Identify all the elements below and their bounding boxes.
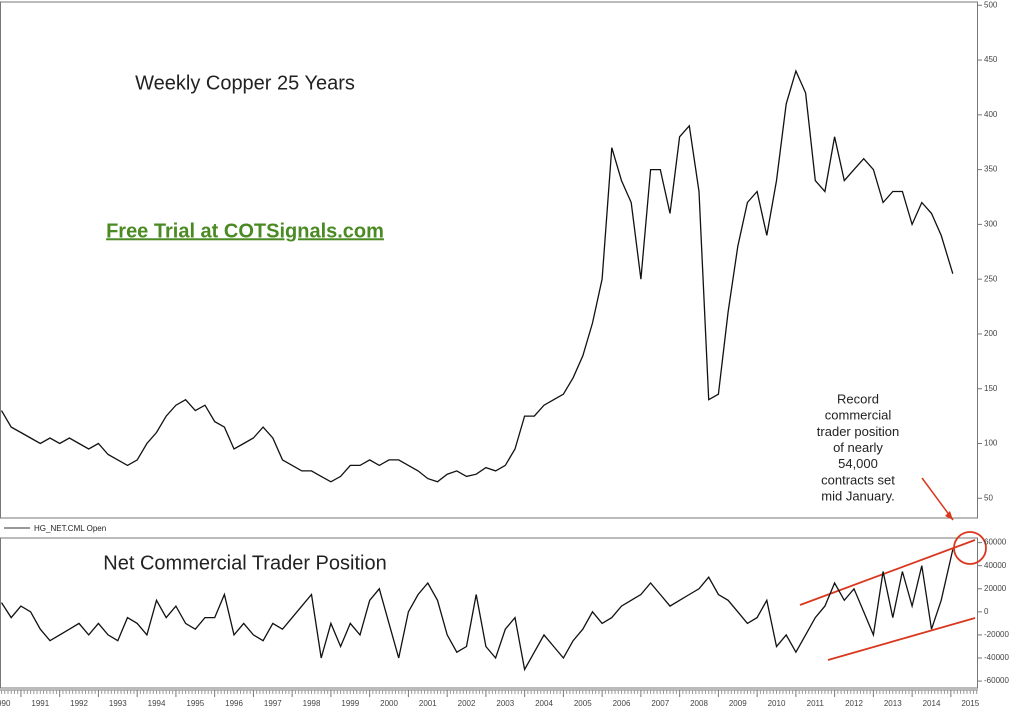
x-tick-label: 1992 bbox=[70, 699, 88, 708]
x-tick-label: 2005 bbox=[574, 699, 592, 708]
x-tick-label: 1995 bbox=[186, 699, 204, 708]
x-tick-label: 1996 bbox=[225, 699, 243, 708]
y-tick-label: 20000 bbox=[984, 584, 1007, 593]
price-line bbox=[0, 549, 954, 672]
y-tick-label: 400 bbox=[984, 110, 998, 119]
y-tick-label: 450 bbox=[984, 55, 998, 64]
x-tick-label: 2012 bbox=[845, 699, 863, 708]
annotation-line: commercial bbox=[825, 408, 892, 423]
y-tick-label: -20000 bbox=[984, 630, 1009, 639]
x-tick-label: 2001 bbox=[419, 699, 437, 708]
price-line bbox=[0, 69, 954, 483]
x-tick-label: 2004 bbox=[535, 699, 553, 708]
y-tick-label: 350 bbox=[984, 165, 998, 174]
y-tick-label: 100 bbox=[984, 439, 998, 448]
y-tick-label: 500 bbox=[984, 0, 998, 9]
x-tick-label: 1993 bbox=[109, 699, 127, 708]
x-tick-label: 2011 bbox=[807, 699, 825, 708]
annotation-line: Record bbox=[837, 391, 879, 406]
x-tick-label: 2002 bbox=[458, 699, 476, 708]
lower-frame bbox=[0, 537, 978, 689]
annotation-line: of nearly bbox=[833, 440, 883, 455]
arrow bbox=[921, 477, 954, 521]
y-tick-label: 40000 bbox=[984, 561, 1007, 570]
annotation-line: mid January. bbox=[821, 489, 894, 504]
channel-line bbox=[799, 539, 976, 606]
y-tick-label: -40000 bbox=[984, 653, 1009, 662]
annotation-line: contracts set bbox=[821, 472, 895, 487]
y-tick-label: 0 bbox=[984, 607, 989, 616]
chart-title: Weekly Copper 25 Years bbox=[135, 72, 355, 94]
x-tick-label: 2000 bbox=[380, 699, 398, 708]
x-tick-label: 1998 bbox=[303, 699, 321, 708]
annotation-line: 54,000 bbox=[838, 456, 878, 471]
x-tick-label: 2009 bbox=[729, 699, 747, 708]
x-tick-label: 2013 bbox=[884, 699, 902, 708]
y-tick-label: 250 bbox=[984, 274, 998, 283]
y-tick-label: 50 bbox=[984, 493, 993, 502]
y-tick-label: 60000 bbox=[984, 538, 1007, 547]
y-tick-label: 200 bbox=[984, 329, 998, 338]
x-tick-label: 1997 bbox=[264, 699, 282, 708]
x-tick-label: 1991 bbox=[31, 699, 49, 708]
channel-line bbox=[827, 617, 976, 661]
upper-frame bbox=[0, 1, 978, 519]
x-tick-label: 2006 bbox=[613, 699, 631, 708]
annotation-line: trader position bbox=[817, 424, 899, 439]
x-tick-label: 1994 bbox=[148, 699, 166, 708]
panel-title: Net Commercial Trader Position bbox=[103, 552, 386, 574]
x-tick-label: 2003 bbox=[496, 699, 514, 708]
arrow-head bbox=[945, 511, 953, 520]
x-tick-label: 2007 bbox=[651, 699, 669, 708]
legend-label: HG_NET.CML Open bbox=[34, 524, 106, 533]
y-tick-label: 150 bbox=[984, 384, 998, 393]
y-tick-label: -60000 bbox=[984, 676, 1009, 685]
trial-link[interactable]: Free Trial at COTSignals.com bbox=[106, 220, 384, 242]
x-tick-label: 1999 bbox=[341, 699, 359, 708]
x-tick-label: 2014 bbox=[923, 699, 941, 708]
x-tick-label: 1990 bbox=[0, 699, 11, 708]
x-tick-label: 2008 bbox=[690, 699, 708, 708]
y-tick-label: 300 bbox=[984, 220, 998, 229]
x-tick-label: 2010 bbox=[768, 699, 786, 708]
highlight-circle bbox=[953, 531, 987, 565]
x-tick-label: 2015 bbox=[961, 699, 979, 708]
